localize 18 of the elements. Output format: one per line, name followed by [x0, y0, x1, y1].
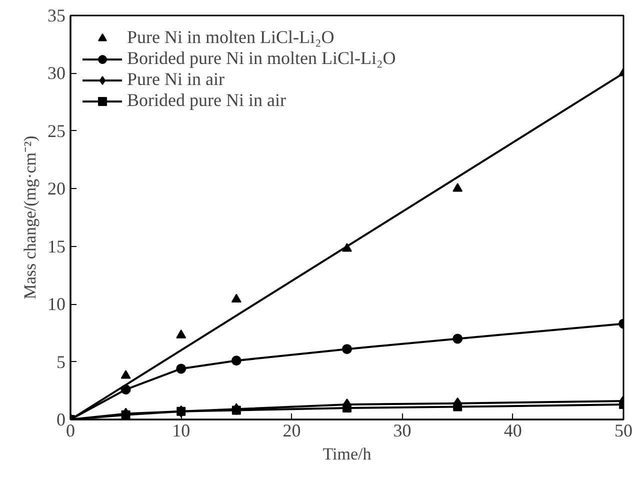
x-tick-label: 30	[393, 420, 412, 440]
legend-label: Pure Ni in air	[127, 69, 224, 90]
y-tick-label: 10	[48, 294, 66, 314]
legend-label: Borided pure Ni in molten LiCl-Li₂O	[127, 48, 396, 69]
x-tick-label: 20	[282, 420, 301, 440]
x-tick-label: 10	[172, 420, 190, 440]
x-axis-title: Time/h	[322, 444, 372, 464]
y-tick-label: 30	[48, 63, 66, 84]
y-axis-title: Mass change/(mg·cm⁻²)	[20, 136, 40, 300]
y-tick-label: 15	[48, 236, 66, 256]
y-tick-label: 20	[48, 178, 66, 199]
legend-label: Pure Ni in molten LiCl-Li₂O	[127, 27, 334, 48]
y-tick-label: 35	[48, 6, 66, 26]
legend-label: Borided pure Ni in air	[127, 90, 286, 111]
y-tick-label: 5	[56, 352, 66, 372]
y-tick-label: 25	[48, 120, 66, 141]
x-tick-label: 50	[614, 420, 632, 440]
x-tick-label: 40	[504, 420, 522, 440]
